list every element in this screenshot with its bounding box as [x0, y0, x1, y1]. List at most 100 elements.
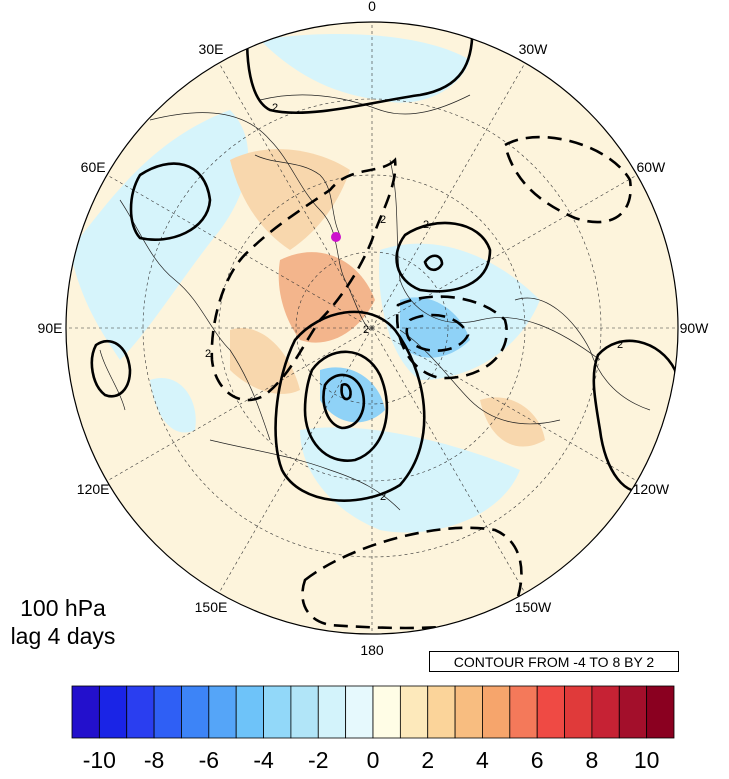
colorbar: -10 -8 -6 -4 -2 0 2 4 6 8 10 — [71, 685, 675, 773]
contour-solid — [129, 162, 212, 241]
anomaly-region — [300, 427, 520, 533]
colorbar-swatch — [290, 685, 319, 739]
colorbar-swatch — [153, 685, 182, 739]
contour-dashed — [395, 295, 508, 380]
contour-dashed — [210, 157, 397, 402]
longitude-label: 90W — [680, 320, 710, 336]
colorbar-swatch — [618, 685, 648, 739]
colorbar-swatch — [235, 685, 264, 739]
meridian-line — [371, 174, 638, 329]
contour-solid — [303, 350, 389, 462]
anomaly-region — [230, 149, 350, 250]
colorbar-swatch — [208, 685, 237, 739]
contour-solid — [274, 310, 426, 502]
longitude-label: 120E — [77, 481, 110, 497]
contour-dashed — [405, 313, 470, 352]
contour-solid — [322, 373, 365, 430]
coastline — [514, 297, 651, 411]
colorbar-swatch — [591, 685, 620, 739]
longitude-label: 30W — [519, 41, 549, 57]
anomaly-region — [400, 297, 470, 358]
colorbar-swatch — [126, 685, 155, 739]
meridian-line — [371, 327, 638, 482]
coastline — [149, 112, 371, 331]
coastline — [259, 94, 471, 115]
contour-label: 2 — [617, 339, 623, 351]
coastline — [99, 349, 126, 411]
longitude-labels: 0 30W 60W 90W 120W 150W 180 150E 120E 90E 60E 30E — [38, 0, 710, 658]
colorbar-swatch — [399, 685, 429, 739]
contour-label: 2 — [272, 102, 278, 114]
colorbar-tick-label: -10 — [83, 747, 116, 773]
colorbar-swatch — [345, 685, 374, 739]
point-marker-dot — [331, 232, 341, 242]
colorbar-tick-label: 6 — [531, 747, 544, 773]
anomaly-region — [150, 378, 196, 433]
colorbar-swatch — [372, 685, 401, 739]
colorbar-swatch — [98, 685, 128, 739]
graticule — [66, 22, 678, 634]
meridian-line — [218, 327, 373, 594]
colorbar-tick-label: 4 — [476, 747, 489, 773]
coastline — [389, 159, 601, 361]
contour-solid — [395, 221, 492, 293]
colorbar-tick-label: 10 — [634, 747, 660, 773]
colorbar-swatch — [454, 685, 483, 739]
colorbar-swatch — [317, 685, 347, 739]
colorbar-swatch — [427, 685, 456, 739]
latitude-circle — [295, 251, 449, 405]
contour-label: 2 — [380, 491, 386, 503]
pressure-level-label: 100 hPa — [20, 595, 106, 621]
lag-label: lag 4 days — [10, 623, 116, 649]
point-marker — [331, 232, 341, 242]
globe-border — [65, 21, 679, 635]
colorbar-swatch — [263, 685, 292, 739]
longitude-label: 30E — [199, 41, 224, 57]
colorbar-tick-label: -2 — [308, 747, 328, 773]
contour-info-box: CONTOUR FROM -4 TO 8 BY 2 — [429, 651, 679, 672]
longitude-label: 90E — [38, 320, 63, 336]
contour-label: 2 — [380, 214, 386, 226]
anomaly-region — [480, 397, 545, 447]
colorbar-swatch — [71, 685, 100, 739]
longitude-label: 120W — [633, 481, 670, 497]
longitude-label: 150W — [515, 599, 552, 615]
longitude-label: 0 — [368, 0, 376, 14]
contour-solid — [245, 22, 474, 114]
contour-dashed — [503, 135, 632, 224]
contour-solid — [423, 254, 444, 272]
colorbar-tick-label: -8 — [144, 747, 164, 773]
meridian-line — [371, 62, 526, 329]
meridian-line — [106, 174, 373, 329]
colorbar-swatch — [482, 685, 511, 739]
colorbar-tick-label: 2 — [421, 747, 434, 773]
meridian-line — [218, 62, 373, 329]
longitude-label: 180 — [360, 642, 384, 658]
contour-solid — [90, 339, 132, 398]
colorbar-swatch — [646, 685, 675, 739]
colorbar-tick-label: -4 — [253, 747, 274, 773]
contour-label: 2 — [205, 348, 211, 360]
colorbar-swatch — [536, 685, 565, 739]
colorbar-tick-label: -6 — [199, 747, 219, 773]
colorbar-swatch — [564, 685, 593, 739]
longitude-label: 150E — [195, 599, 228, 615]
anomaly-region — [278, 252, 375, 343]
colorbar-swatch — [509, 685, 538, 739]
meridian-line — [371, 327, 526, 594]
anomaly-region — [260, 34, 470, 103]
coastline — [119, 199, 271, 441]
meridian-line — [106, 327, 373, 482]
contour-solid — [340, 383, 352, 401]
coastline — [209, 439, 401, 511]
contour-label: 2 — [423, 219, 429, 231]
colorbar-tick-label: 0 — [367, 747, 380, 773]
colorbar-tick-label: 8 — [586, 747, 599, 773]
longitude-label: 60E — [81, 159, 106, 175]
contour-labels: 2 2 2 2 2 2 2 — [205, 102, 623, 503]
contour-label: 2 — [363, 324, 369, 336]
anomaly-region — [320, 367, 385, 423]
coastline — [254, 154, 341, 236]
longitude-label: 60W — [636, 159, 666, 175]
